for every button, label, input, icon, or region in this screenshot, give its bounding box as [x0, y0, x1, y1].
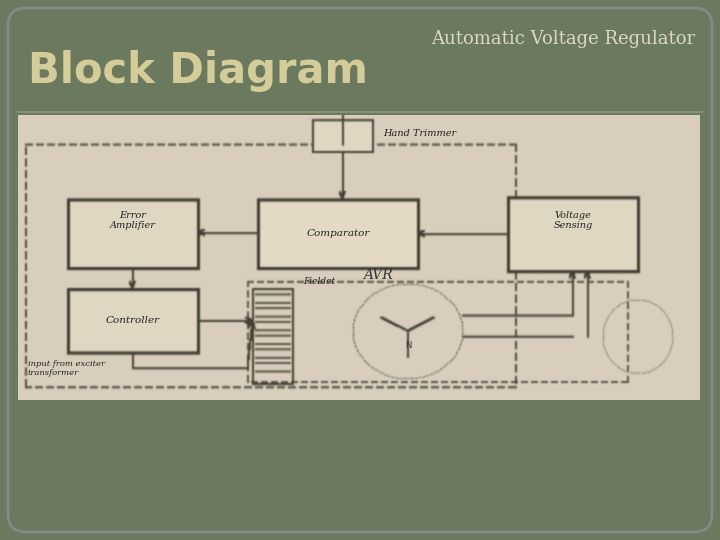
Text: AVR: AVR [363, 268, 393, 282]
Text: Error
Amplifier: Error Amplifier [110, 211, 156, 230]
Text: N: N [405, 341, 411, 349]
Text: Controller: Controller [106, 316, 160, 325]
Text: Fieldet: Fieldet [303, 277, 335, 286]
Text: Comparator: Comparator [306, 229, 369, 238]
FancyBboxPatch shape [8, 8, 712, 532]
Text: Hand Trimmer: Hand Trimmer [383, 130, 456, 138]
Text: Block Diagram: Block Diagram [28, 50, 368, 92]
Text: input from exciter
transformer: input from exciter transformer [28, 360, 105, 377]
Text: Automatic Voltage Regulator: Automatic Voltage Regulator [431, 30, 695, 48]
Text: Voltage
Sensing: Voltage Sensing [554, 211, 593, 230]
